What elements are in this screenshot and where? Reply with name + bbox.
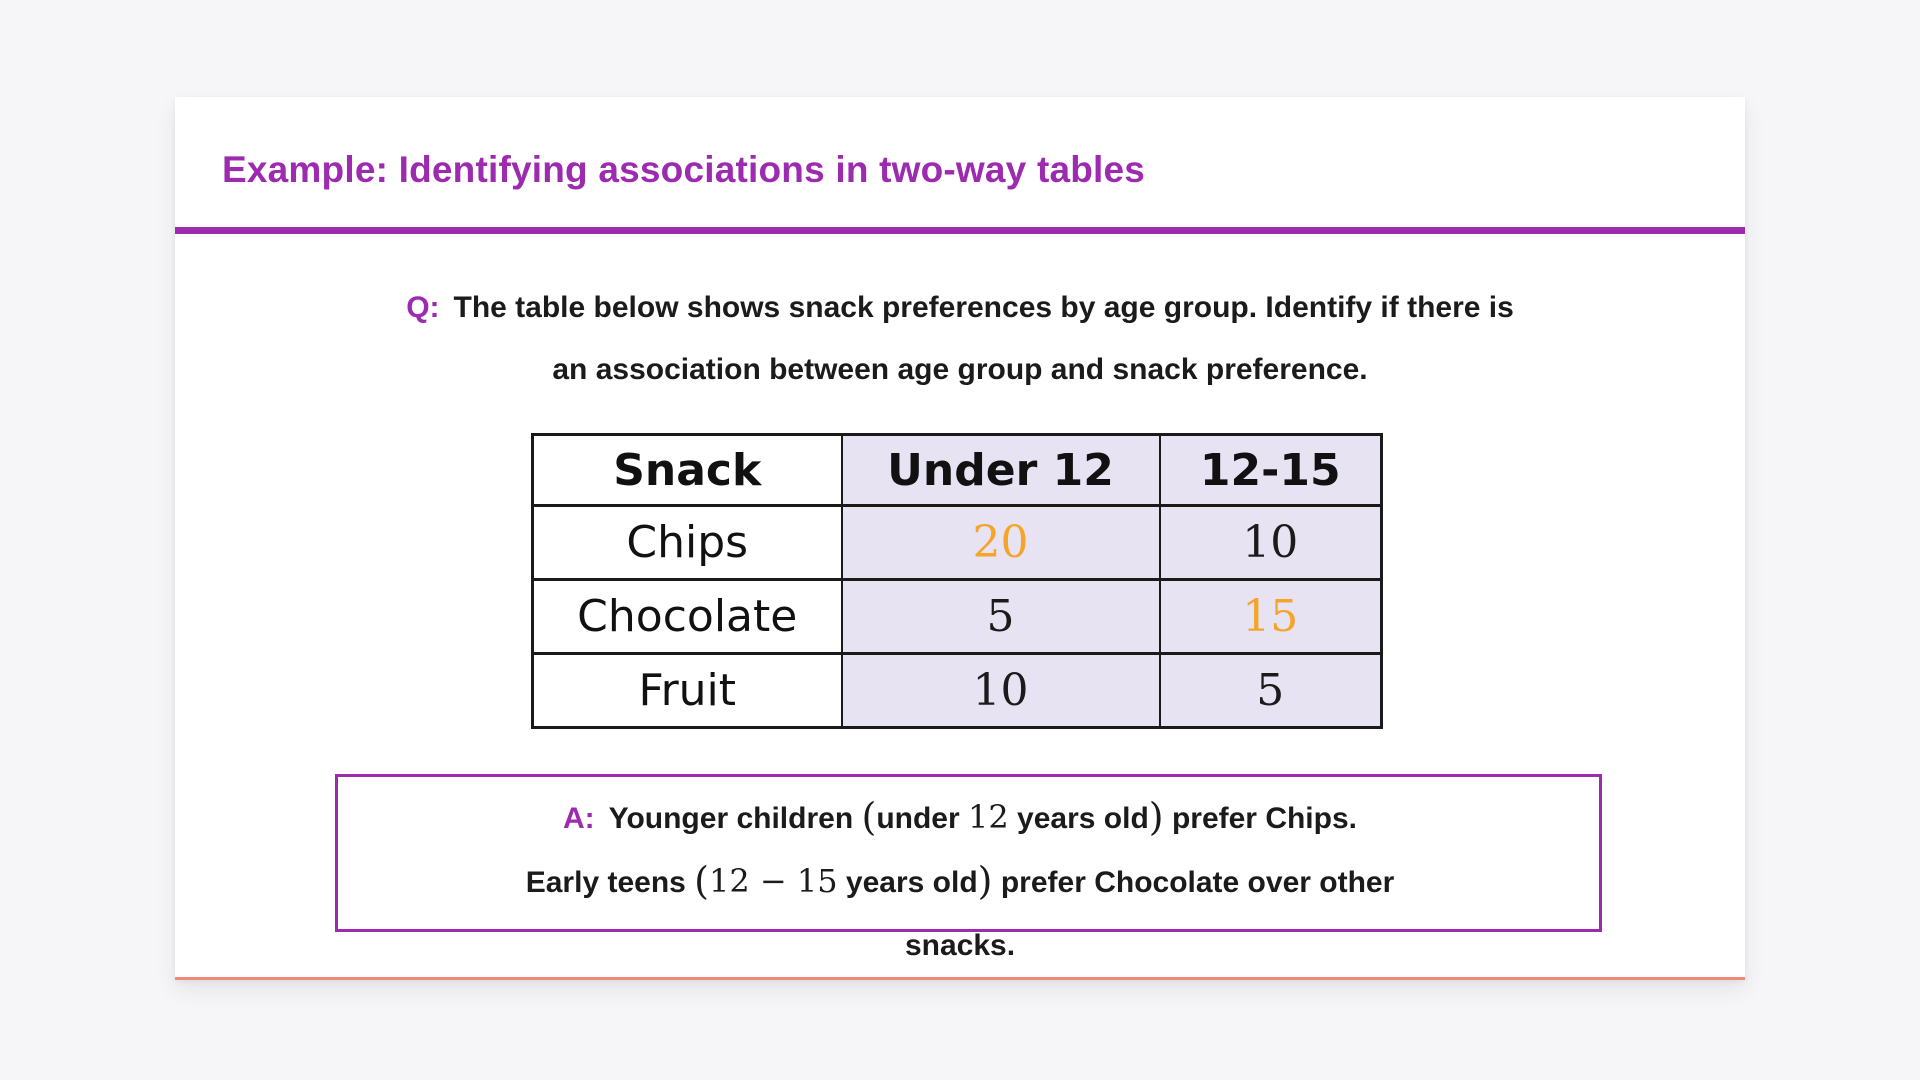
- question-line-2: an association between age group and sna…: [175, 339, 1745, 401]
- page-title: Example: Identifying associations in two…: [222, 149, 1146, 190]
- row-label-chips: Chips: [531, 504, 843, 581]
- cell-chocolate-under12: 5: [840, 578, 1161, 655]
- answer-block: A: Younger children (under 12 years old) …: [175, 786, 1745, 977]
- table-row: Fruit 10 5: [531, 652, 1383, 729]
- answer-math-number: 12: [967, 798, 1009, 836]
- answer-text-segment: years old: [1008, 802, 1149, 835]
- answer-math-number: 12 − 15: [709, 862, 838, 900]
- answer-line-1: A: Younger children (under 12 years old) …: [175, 786, 1745, 850]
- column-header-12-15: 12-15: [1158, 433, 1383, 507]
- question-block: Q: The table below shows snack preference…: [175, 277, 1745, 401]
- answer-paren: ): [1148, 795, 1164, 839]
- answer-paren: ): [977, 859, 993, 903]
- cell-fruit-under12: 10: [840, 652, 1161, 729]
- table-row: Chips 20 10: [531, 504, 1383, 581]
- table-header-row: Snack Under 12 12-15: [531, 433, 1383, 507]
- example-card: Example: Identifying associations in two…: [175, 97, 1745, 980]
- answer-text-segment: prefer Chips.: [1163, 802, 1357, 835]
- answer-text-segment: Younger children: [608, 802, 862, 835]
- cell-fruit-12-15: 5: [1158, 652, 1383, 729]
- answer-text-segment: prefer Chocolate over other: [992, 866, 1395, 899]
- question-text-1: The table below shows snack preferences …: [453, 291, 1514, 324]
- cell-chips-12-15: 10: [1158, 504, 1383, 581]
- answer-label: A:: [563, 802, 595, 835]
- answer-text-segment: Early teens: [525, 866, 695, 899]
- column-header-under-12: Under 12: [840, 433, 1161, 507]
- answer-box: [335, 774, 1602, 932]
- answer-line-3: snacks.: [904, 929, 1016, 962]
- row-label-fruit: Fruit: [531, 652, 843, 729]
- title-underline-rule: [175, 227, 1745, 234]
- question-line-1: Q: The table below shows snack preference…: [175, 277, 1745, 339]
- cell-chocolate-12-15: 15: [1158, 578, 1383, 655]
- table-row: Chocolate 5 15: [531, 578, 1383, 655]
- answer-text-segment: under: [876, 802, 968, 835]
- answer-paren: (: [861, 795, 877, 839]
- column-header-snack: Snack: [531, 433, 843, 507]
- answer-text-segment: years old: [837, 866, 978, 899]
- two-way-table: Snack Under 12 12-15 Chips 20 10 Chocola…: [531, 433, 1383, 729]
- cell-chips-under12: 20: [840, 504, 1161, 581]
- answer-line-2: Early teens (12 − 15 years old) prefer C…: [175, 850, 1745, 914]
- question-label: Q:: [406, 291, 440, 324]
- answer-paren: (: [694, 859, 709, 903]
- question-text-2: an association between age group and sna…: [552, 353, 1368, 386]
- row-label-chocolate: Chocolate: [531, 578, 843, 655]
